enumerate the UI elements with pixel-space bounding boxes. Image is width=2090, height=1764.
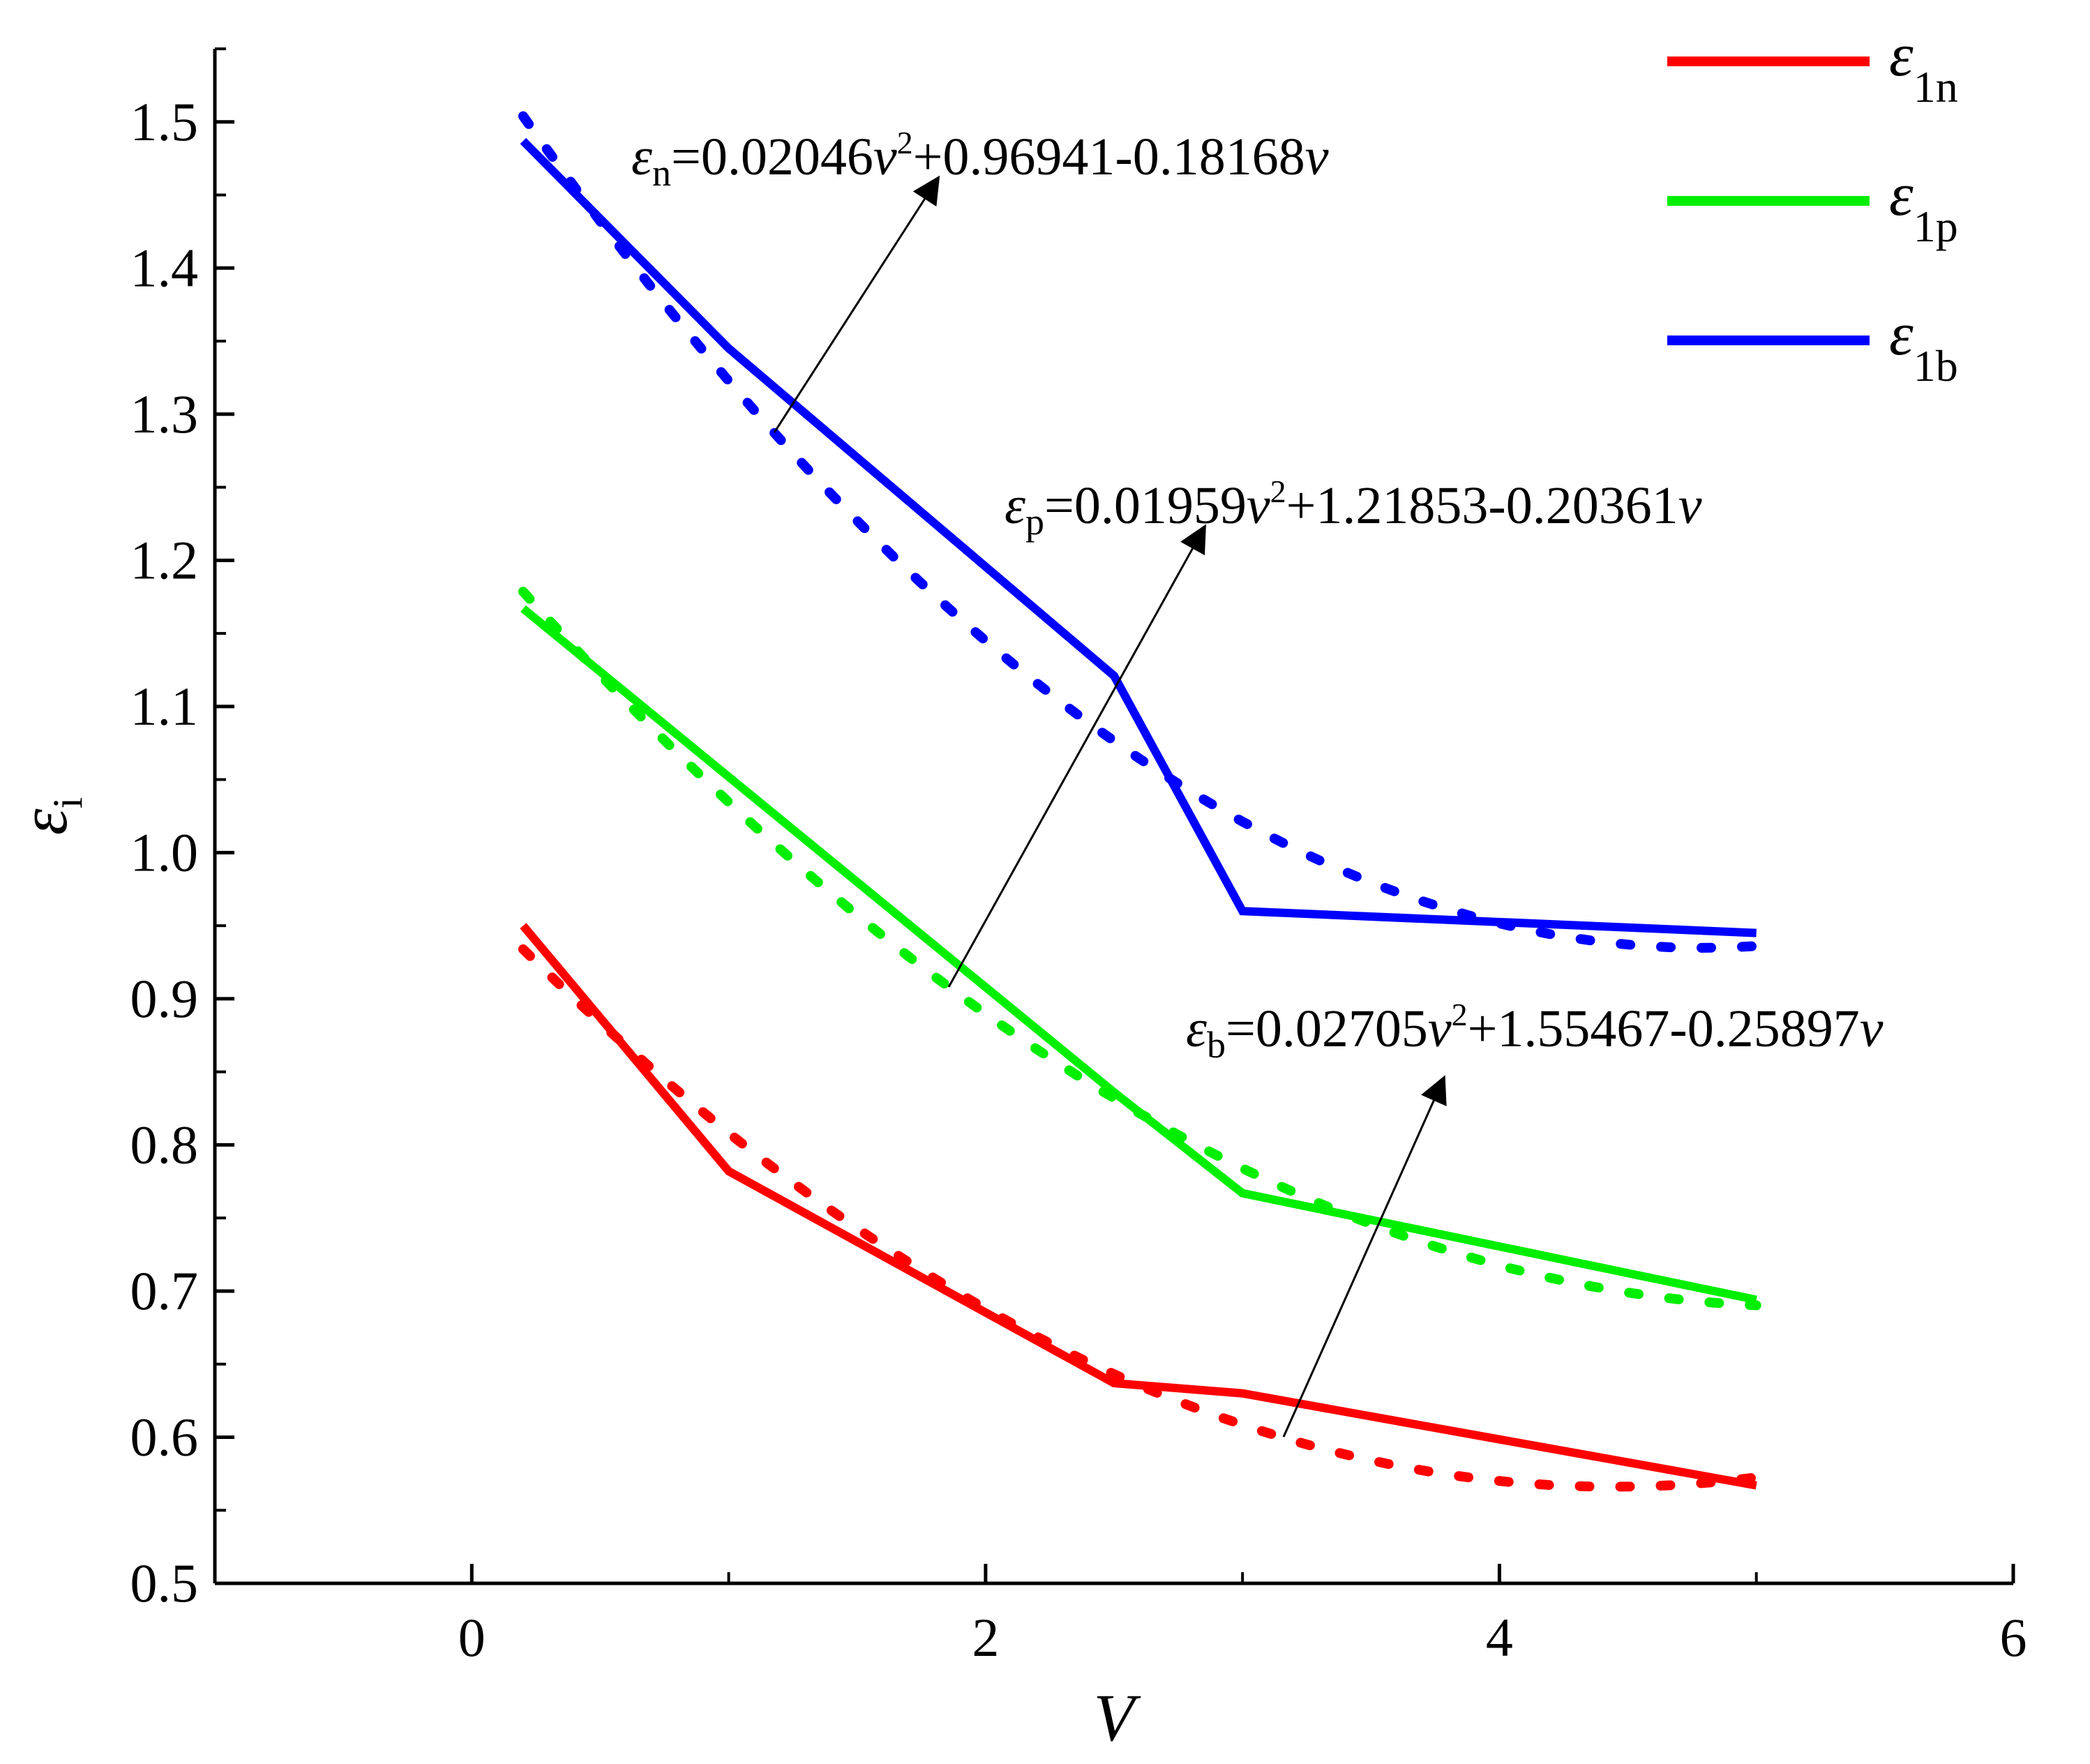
x-axis-title: V bbox=[1094, 1680, 1141, 1755]
y-tick-label: 0.8 bbox=[130, 1114, 199, 1175]
y-tick-label: 0.5 bbox=[130, 1553, 199, 1613]
y-tick-label: 0.7 bbox=[130, 1260, 199, 1321]
legend-label-1p: ε1p bbox=[1889, 161, 1958, 251]
y-tick-label: 1.2 bbox=[130, 529, 199, 590]
fit-equation-p: εp=0.01959v2+1.21853-0.20361v bbox=[1005, 474, 1702, 543]
fit-curve-1 bbox=[518, 944, 1761, 1492]
legend-label-1n: ε1n bbox=[1889, 22, 1958, 112]
y-tick-label: 0.9 bbox=[130, 968, 199, 1029]
plot-area bbox=[518, 111, 1761, 1492]
series-line-1b bbox=[520, 137, 1757, 937]
svg-text:εi: εi bbox=[6, 797, 91, 836]
y-tick-label: 1.3 bbox=[130, 384, 199, 444]
fit-curve-3 bbox=[518, 111, 1761, 953]
y-tick-label: 1.1 bbox=[130, 676, 199, 737]
x-tick-label: 0 bbox=[458, 1607, 486, 1668]
axes: 0.5 0.6 0.7 0.8 0.9 1.0 1.1 1.2 1.3 1.4 1.5 0 2 4 6 Vεi bbox=[6, 47, 2027, 1755]
x-tick-label: 4 bbox=[1486, 1607, 1513, 1668]
y-tick-label: 1.0 bbox=[130, 822, 199, 882]
y-tick-label: 1.5 bbox=[130, 91, 199, 152]
fit-equation-b: εb=0.02705v2+1.55467-0.25897v bbox=[1186, 997, 1884, 1066]
fit-equation-n: εn=0.02046v2+0.96941-0.18168v bbox=[631, 125, 1329, 194]
legend-label-1b: ε1b bbox=[1889, 301, 1958, 391]
annotations: εn=0.02046v2+0.96941-0.18168v εp=0.01959v… bbox=[631, 125, 1884, 1438]
series-line-1n bbox=[520, 923, 1757, 1490]
equation-arrow-b bbox=[1282, 1075, 1447, 1438]
legend: ε1n ε1p ε1b bbox=[1667, 22, 1958, 391]
equation-arrow-p bbox=[947, 524, 1206, 988]
x-tick-label: 6 bbox=[2000, 1607, 2027, 1668]
y-tick-label: 0.6 bbox=[130, 1406, 199, 1467]
equation-arrow-n bbox=[773, 175, 940, 433]
y-tick-label: 1.4 bbox=[130, 237, 199, 298]
x-tick-label: 2 bbox=[972, 1607, 999, 1668]
y-axis-title: εi bbox=[6, 797, 91, 836]
series-line-1p bbox=[520, 605, 1757, 1304]
